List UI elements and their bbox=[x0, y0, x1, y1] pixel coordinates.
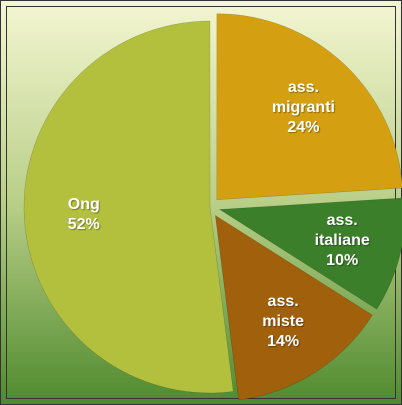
slice-value: 52% bbox=[67, 215, 100, 233]
slice-label: Ong 52% bbox=[48, 195, 120, 235]
slice-name: ass. migranti bbox=[271, 78, 335, 116]
slice-value: 14% bbox=[267, 333, 300, 351]
slice-label: ass. italiane 10% bbox=[306, 211, 378, 271]
pie-slice bbox=[23, 20, 234, 394]
slice-name: ass. miste bbox=[262, 293, 305, 331]
slice-value: 24% bbox=[287, 118, 320, 136]
pie-slice bbox=[218, 197, 402, 310]
pie-slice bbox=[216, 13, 402, 200]
slice-name: Ong bbox=[67, 195, 100, 213]
slice-label: ass. migranti 24% bbox=[267, 78, 339, 138]
pie-slice bbox=[215, 214, 373, 401]
slice-value: 10% bbox=[326, 251, 359, 269]
slice-name: ass. italiane bbox=[314, 211, 370, 249]
slice-label: ass. miste 14% bbox=[247, 292, 319, 352]
